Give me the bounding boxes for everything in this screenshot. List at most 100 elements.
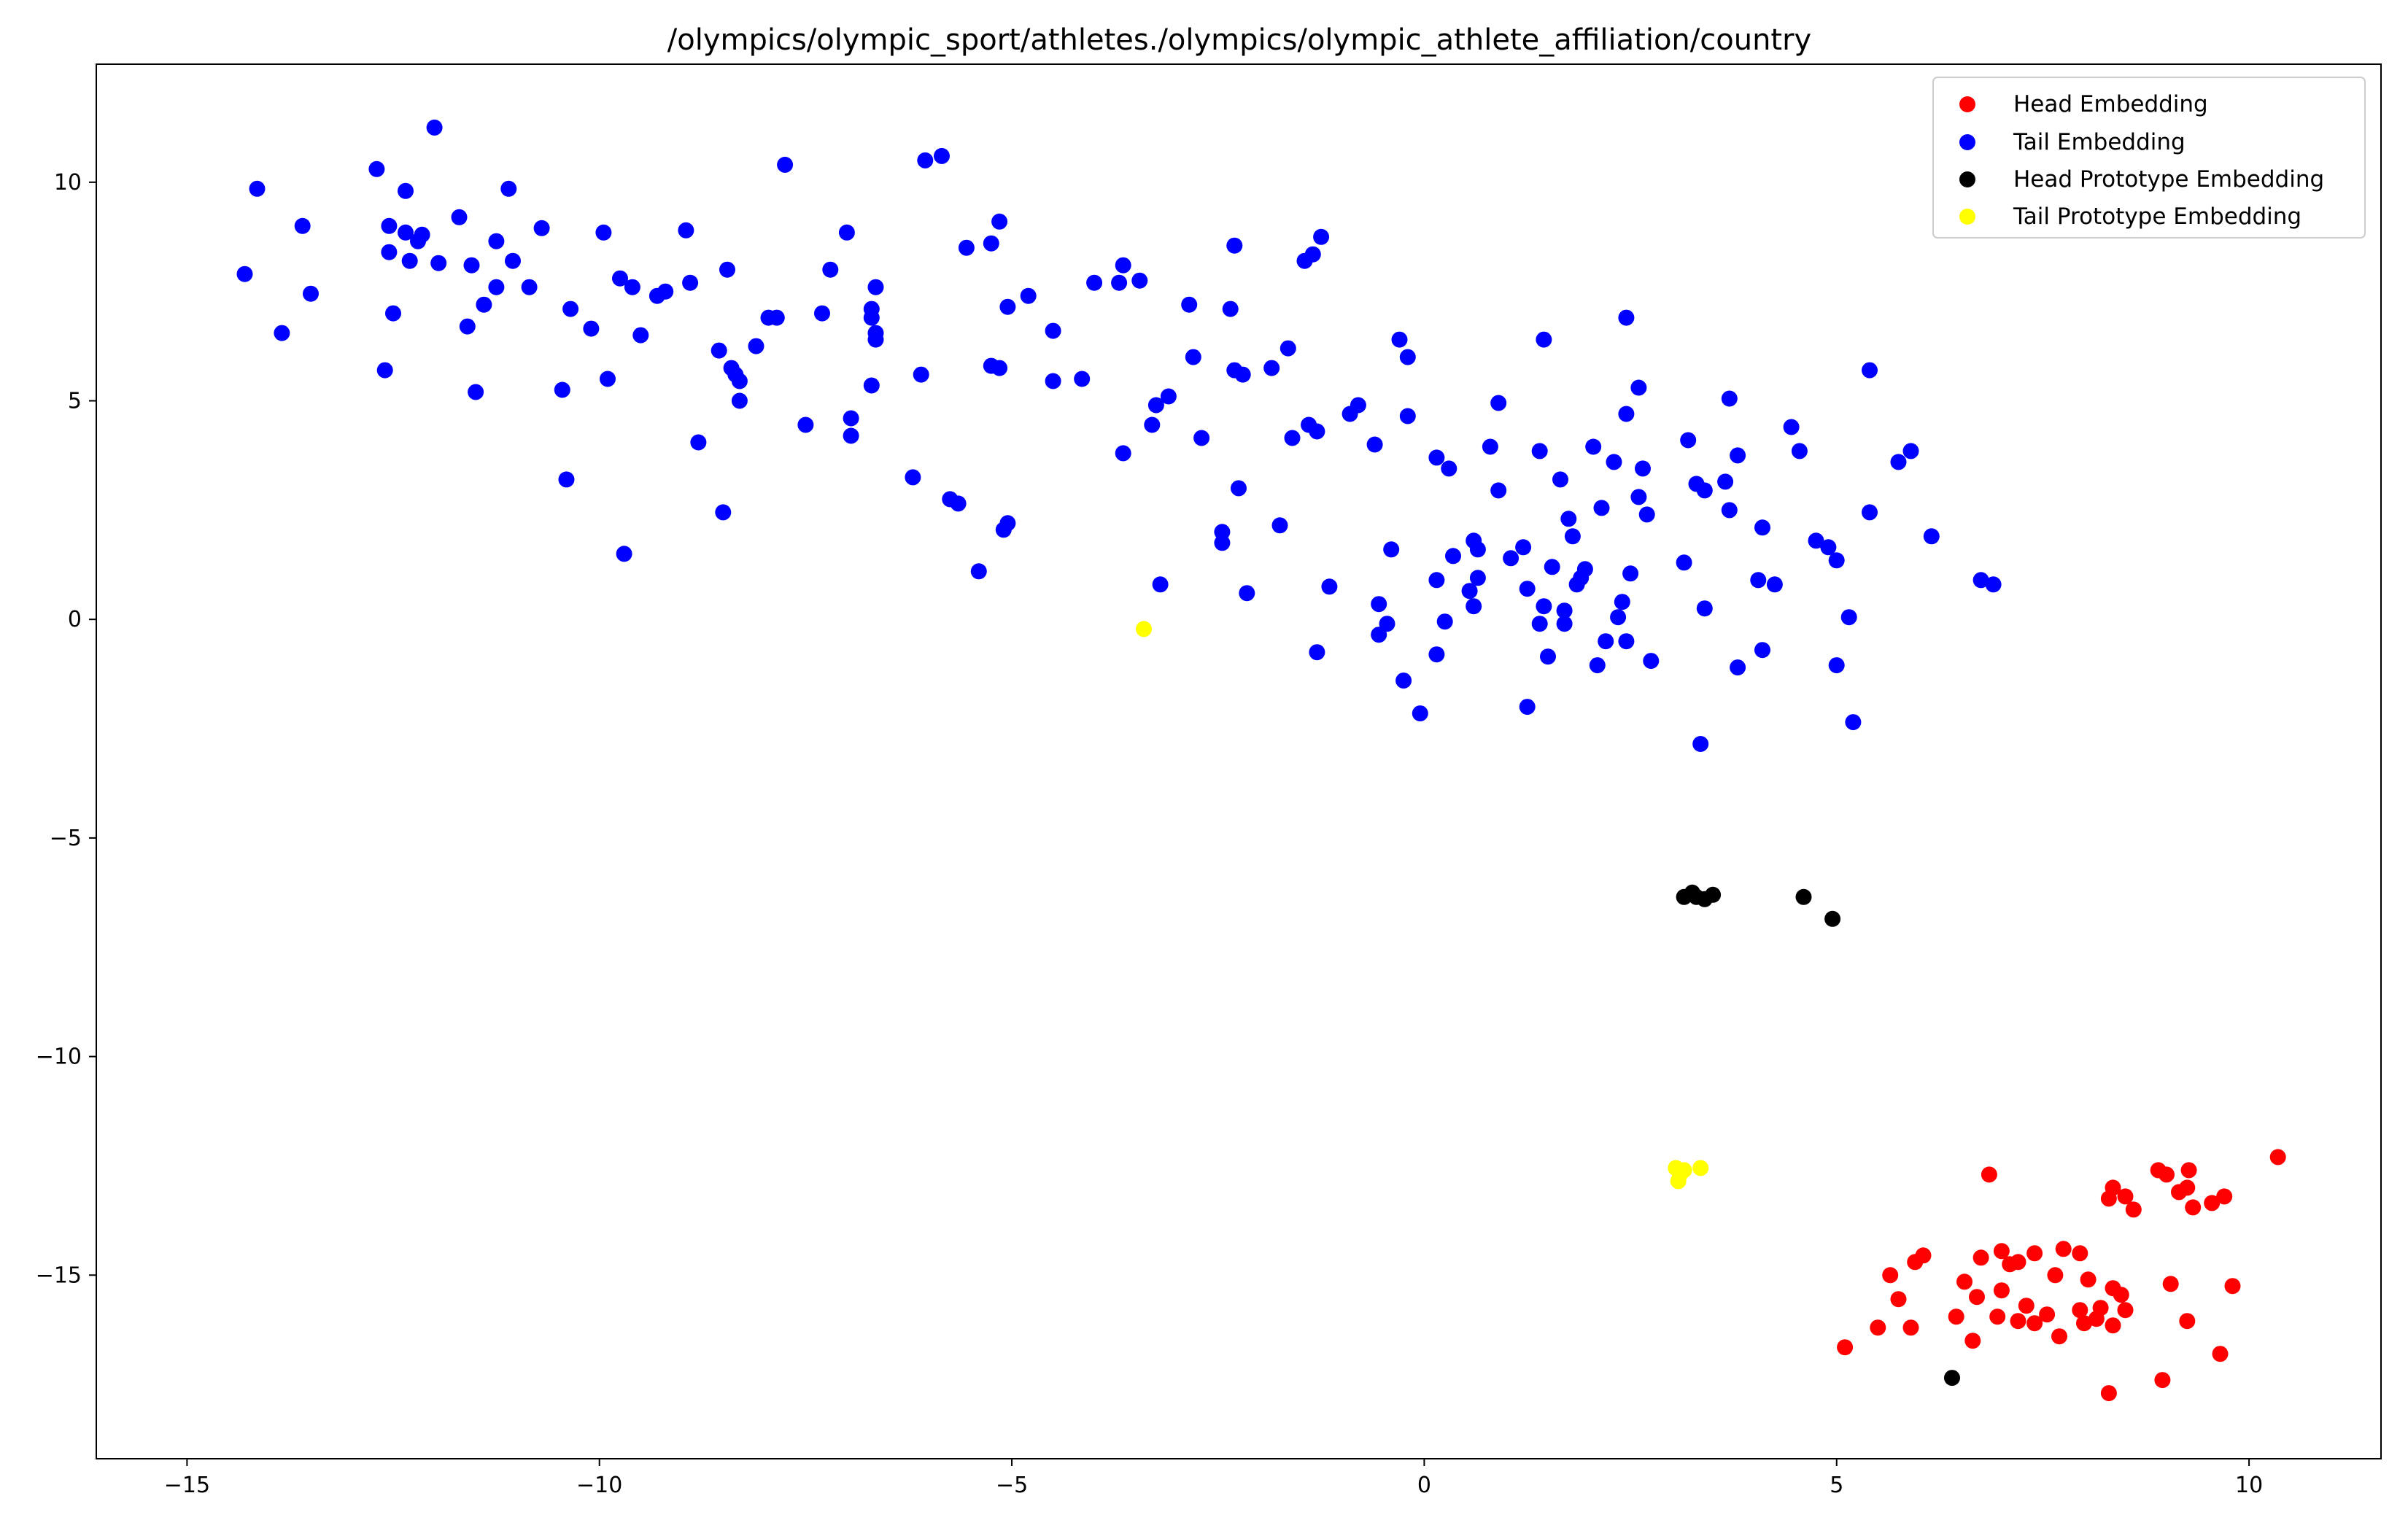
legend-box [1932, 77, 2366, 239]
head-embedding-point-0 [2269, 1149, 2286, 1166]
tail-embedding-point-100 [1226, 237, 1243, 254]
tail-embedding-point-138 [1469, 541, 1486, 558]
tail-embedding-point-111 [1309, 423, 1325, 440]
tail-embedding-point-162 [1593, 500, 1610, 516]
tail-embedding-point-82 [1045, 322, 1061, 339]
tail-embedding-point-69 [934, 147, 950, 164]
tail-embedding-point-144 [1519, 581, 1536, 597]
y-tick-label: −10 [36, 1044, 82, 1070]
tail-embedding-point-114 [1313, 228, 1330, 245]
tail-embedding-point-152 [1552, 471, 1568, 488]
tail-embedding-point-165 [1610, 609, 1627, 626]
head-embedding-point-31 [1993, 1282, 2010, 1299]
x-tick-label: −5 [996, 1473, 1028, 1498]
plot-area-frame [96, 63, 2382, 1459]
head-embedding-point-45 [2105, 1317, 2121, 1334]
tail-embedding-point-190 [1766, 576, 1783, 593]
head-embedding-point-17 [1993, 1243, 2010, 1260]
head-embedding-point-23 [1882, 1267, 1899, 1284]
tail-embedding-point-159 [1576, 561, 1593, 578]
y-tick-label: −15 [36, 1263, 82, 1288]
tail-embedding-point-151 [1544, 559, 1560, 575]
tail-embedding-point-184 [1721, 502, 1738, 519]
head-embedding-point-47 [1964, 1333, 1981, 1349]
tail-embedding-point-132 [1441, 460, 1457, 477]
tail-embedding-point-134 [1461, 583, 1478, 600]
tail-embedding-point-63 [867, 279, 884, 295]
tail-embedding-point-2 [274, 325, 290, 341]
tail-embedding-point-169 [1618, 309, 1635, 326]
head-embedding-point-54 [2100, 1385, 2117, 1402]
tail-embedding-point-148 [1536, 598, 1552, 615]
tail-embedding-point-196 [1828, 657, 1845, 674]
head-embedding-point-49 [1870, 1319, 1886, 1336]
tail-embedding-point-130 [1428, 646, 1445, 663]
head-embedding-point-12 [2100, 1190, 2117, 1207]
tail-embedding-point-28 [554, 381, 570, 398]
head-embedding-point-7 [2185, 1199, 2202, 1216]
head-embedding-point-48 [2051, 1328, 2067, 1345]
tail-embedding-point-22 [488, 279, 505, 295]
tail-embedding-point-103 [1234, 366, 1251, 383]
tail-embedding-point-104 [1239, 585, 1255, 602]
tail-embedding-point-201 [1890, 454, 1907, 470]
head-embedding-point-40 [1989, 1308, 2006, 1325]
x-tick-label: 10 [2235, 1473, 2263, 1498]
tail-embedding-point-34 [612, 270, 628, 287]
tail-embedding-point-93 [1160, 388, 1177, 405]
tail-embedding-point-74 [983, 235, 999, 252]
head-embedding-point-21 [2010, 1254, 2026, 1271]
tail-embedding-point-153 [1556, 602, 1573, 619]
tail-embedding-point-145 [1519, 699, 1536, 716]
tail-embedding-point-90 [1144, 416, 1161, 433]
head-embedding-point-38 [2117, 1302, 2134, 1319]
tail-embedding-point-11 [401, 252, 418, 269]
tail-embedding-point-120 [1371, 596, 1387, 613]
tail-embedding-point-27 [533, 220, 550, 236]
tail-embedding-point-166 [1614, 594, 1630, 610]
legend: Head Embedding Tail Embedding Head Proto… [1932, 77, 2366, 239]
tail-embedding-point-137 [1469, 570, 1486, 586]
tail-embedding-point-135 [1466, 598, 1482, 615]
tail-embedding-point-205 [1985, 576, 2002, 593]
head-embedding-point-51 [1837, 1339, 1854, 1356]
tail-embedding-point-156 [1564, 528, 1581, 545]
head-embedding-point-14 [2072, 1245, 2088, 1262]
head-embedding-point-16 [2026, 1245, 2043, 1262]
tail-embedding-point-31 [583, 320, 600, 337]
tail-embedding-point-154 [1556, 616, 1573, 632]
tail-embedding-point-117 [1350, 397, 1366, 414]
tail-embedding-point-6 [381, 217, 398, 234]
tail-embedding-point-72 [958, 239, 975, 256]
tail-embedding-point-29 [562, 300, 579, 317]
tail-embedding-point-21 [476, 296, 492, 313]
y-tick-label: 0 [68, 607, 82, 632]
tail-embedding-point-35 [616, 546, 632, 562]
tail-embedding-point-68 [917, 152, 934, 168]
tail-embedding-point-129 [1428, 572, 1445, 589]
tail-embedding-point-94 [1181, 296, 1198, 313]
tail-embedding-point-204 [1973, 572, 1989, 589]
tail-embedding-point-85 [1086, 274, 1103, 291]
tail-embedding-point-183 [1721, 390, 1738, 407]
head-embedding-point-3 [2150, 1162, 2167, 1179]
tail-embedding-point-80 [999, 298, 1016, 315]
tail-embedding-point-177 [1680, 432, 1697, 449]
tail-embedding-point-131 [1436, 613, 1453, 630]
head-embedding-point-1 [2180, 1162, 2197, 1179]
head-embedding-point-13 [1981, 1166, 1997, 1183]
tail-embedding-point-199 [1862, 362, 1878, 379]
tail-embedding-point-105 [1263, 360, 1280, 376]
tail-embedding-point-48 [731, 373, 748, 389]
head-embedding-point-10 [2125, 1201, 2142, 1218]
tail-embedding-point-189 [1754, 519, 1770, 536]
tail-embedding-point-18 [459, 318, 476, 335]
head-embedding-point-8 [2171, 1184, 2187, 1201]
tail-embedding-point-83 [1045, 373, 1061, 389]
tail-embedding-point-50 [748, 338, 764, 354]
tail-embedding-point-56 [822, 261, 839, 278]
tail-prototype-embedding-point-0 [1136, 621, 1152, 637]
tail-embedding-point-122 [1383, 541, 1400, 558]
tail-embedding-point-30 [558, 471, 575, 488]
tail-embedding-point-25 [505, 252, 521, 269]
